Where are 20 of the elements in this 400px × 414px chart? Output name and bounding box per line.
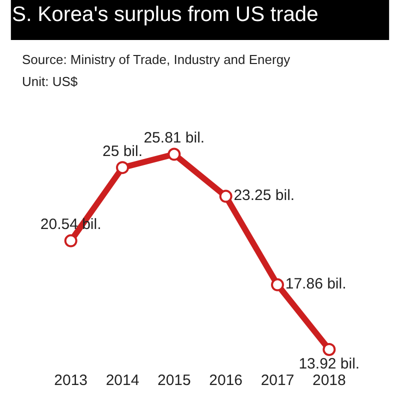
source-note: Source: Ministry of Trade, Industry and Energy <box>22 52 291 67</box>
x-tick-label: 2017 <box>260 372 294 389</box>
data-label: 17.86 bil. <box>285 276 346 293</box>
x-tick-label: 2015 <box>157 372 191 389</box>
data-label: 25 bil. <box>102 142 143 160</box>
data-label: 23.25 bil. <box>234 187 295 204</box>
x-tick-label: 2014 <box>106 372 140 389</box>
point <box>322 342 336 356</box>
x-tick-label: 2013 <box>54 372 88 389</box>
x-tick-label: 2016 <box>209 372 243 389</box>
point <box>271 278 284 292</box>
point <box>64 234 78 248</box>
data-label: 13.92 bil. <box>298 356 360 373</box>
point <box>219 190 232 203</box>
data-label: 25.81 bil. <box>144 130 205 147</box>
text: Unit: US$ <box>22 74 78 89</box>
x-tick-label: 2018 <box>312 372 346 389</box>
chart-title: S. Korea's surplus from US trade <box>12 2 318 26</box>
point <box>168 148 181 161</box>
point <box>116 161 129 174</box>
